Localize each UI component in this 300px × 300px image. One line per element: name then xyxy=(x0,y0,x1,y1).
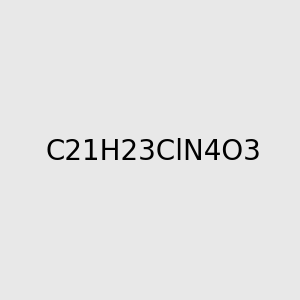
Text: C21H23ClN4O3: C21H23ClN4O3 xyxy=(46,137,262,166)
